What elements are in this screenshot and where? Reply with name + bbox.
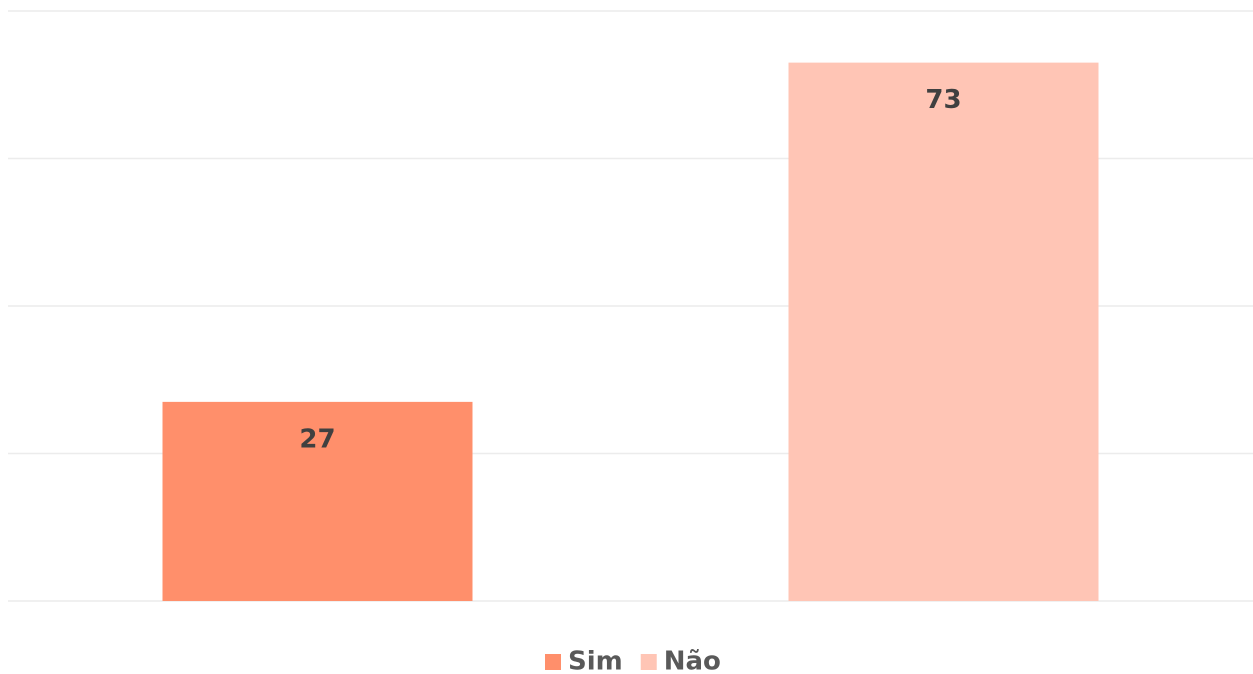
data-label: 73 xyxy=(925,85,961,115)
legend-label: Não xyxy=(664,647,721,674)
bar xyxy=(162,401,473,601)
legend-swatch xyxy=(640,654,657,670)
bar xyxy=(788,62,1099,601)
legend-label: Sim xyxy=(568,647,623,674)
data-label: 27 xyxy=(299,424,335,454)
legend-swatch xyxy=(545,654,561,670)
